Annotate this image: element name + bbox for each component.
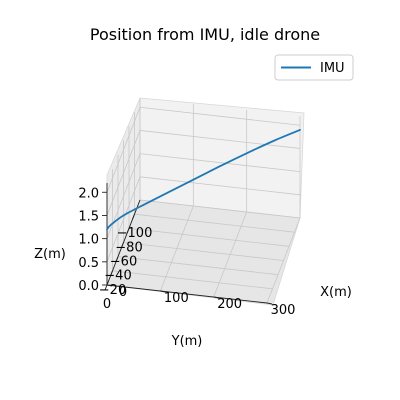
x-tick-label: 100 — [164, 291, 189, 306]
legend: IMU — [274, 54, 354, 81]
x-tick-mark — [266, 302, 273, 305]
grid-line-z-side — [106, 107, 141, 193]
series-line-imu — [106, 129, 301, 231]
series-layer — [106, 129, 301, 231]
tick-labels: 0 100 200 300 −100−80−60−40−200 0.0 0.5 1.0 1.5 2… — [78, 186, 295, 318]
x-tick-label: 0 — [119, 285, 127, 300]
y-axis-label: Y(m) — [171, 334, 203, 349]
y-tick-mark — [104, 284, 108, 291]
x-axis-label: X(m) — [320, 285, 352, 300]
grid-line-z-back — [139, 130, 301, 149]
grid-line-z-back — [139, 153, 301, 173]
x-tick-label: 300 — [271, 303, 296, 318]
chart-title: Position from IMU, idle drone — [90, 25, 320, 44]
grid-line-z-side — [106, 130, 141, 216]
legend-box — [274, 54, 354, 81]
z-axis-label: Z(m) — [34, 247, 66, 262]
x-tick-mark — [160, 290, 166, 293]
y-tick-label: −80 — [115, 240, 142, 255]
z-tick-label: 0.0 — [78, 279, 99, 294]
grid-line-z-back — [139, 199, 301, 219]
y-tick-label: −60 — [110, 255, 137, 270]
x-tick-label: 200 — [217, 297, 242, 312]
y-tick-label: −100 — [117, 226, 153, 241]
y-tick-mark — [121, 242, 124, 248]
grid-line-y-floor — [123, 242, 284, 261]
grid-line-y-floor — [112, 270, 273, 290]
z-tick-label: 0.5 — [78, 256, 99, 271]
y-tick-mark — [126, 228, 130, 234]
grid-line-y-floor — [134, 213, 295, 233]
back-pane-x — [139, 97, 305, 219]
grid-line-y-floor — [128, 227, 290, 247]
z-tick-label: 1.0 — [78, 233, 99, 248]
y-tick-mark — [115, 256, 119, 262]
y-tick-mark — [110, 270, 113, 277]
x-tick-mark — [213, 296, 219, 299]
z-tick-label: 1.5 — [78, 209, 99, 224]
y-tick-label: −40 — [104, 269, 131, 284]
grid-line-z-back — [139, 106, 301, 126]
legend-label-imu: IMU — [320, 61, 345, 76]
z-tick-label: 2.0 — [78, 186, 99, 201]
grid-line-z-side — [106, 176, 141, 262]
grid-line-z-back — [139, 176, 301, 196]
grid-line-y-floor — [117, 256, 279, 276]
y-tick-label: 0 — [103, 297, 111, 312]
x-axis-line — [106, 284, 268, 304]
x-tick-mark — [106, 284, 113, 287]
axes — [102, 183, 273, 305]
y-tick-label: −20 — [99, 283, 126, 298]
y-tick-mark — [132, 213, 135, 220]
